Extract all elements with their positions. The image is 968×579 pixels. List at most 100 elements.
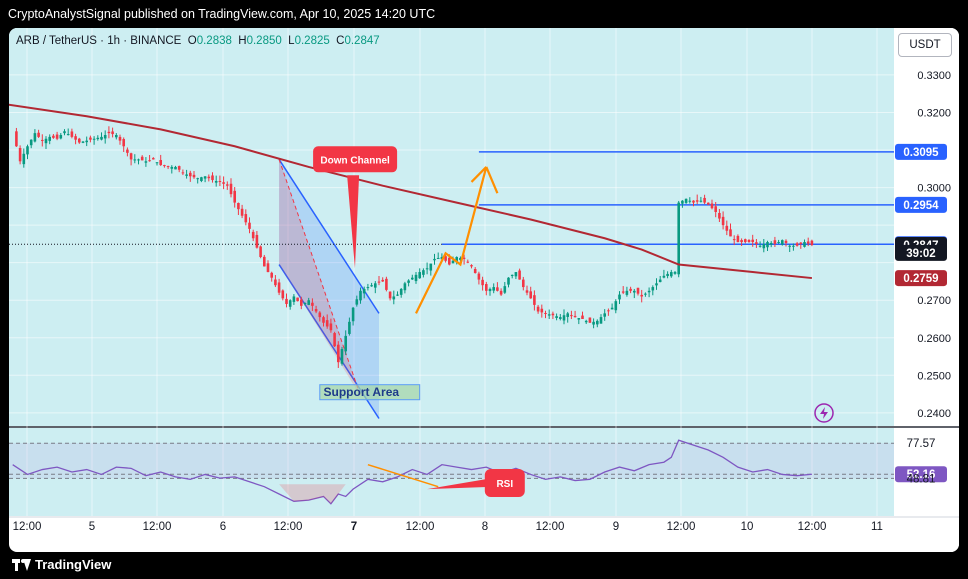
candle-body — [333, 333, 336, 347]
candle-body — [718, 212, 721, 219]
candle-body — [411, 277, 414, 280]
price-label-text: 0.2954 — [903, 200, 939, 212]
down-channel-upper[interactable] — [278, 159, 380, 314]
footer-bar — [0, 552, 968, 579]
candle-body — [795, 243, 799, 246]
candle-body — [636, 287, 640, 294]
rsi-oversold-fill — [279, 484, 346, 504]
candle-body — [788, 245, 791, 247]
candle-body — [488, 288, 492, 292]
candle-body — [507, 277, 510, 285]
candle-body — [688, 200, 692, 202]
tradingview-brand: TradingView — [35, 557, 112, 572]
candle-body — [270, 272, 273, 278]
rsi-line — [12, 439, 812, 505]
candle-body — [577, 318, 581, 320]
rsi-level-label: 52.16 — [907, 469, 936, 481]
candle-body — [174, 166, 177, 170]
candle-body — [466, 261, 470, 263]
candle-body — [744, 239, 747, 243]
symbol-title: ARB / TetherUS — [16, 35, 97, 47]
candle-body — [155, 162, 159, 164]
candle-body — [78, 138, 81, 143]
candle-body — [74, 136, 77, 140]
candle-body — [570, 315, 573, 317]
candle-body — [448, 257, 451, 265]
projection-arrow-path[interactable] — [415, 166, 488, 314]
candle-body — [240, 208, 244, 216]
candle-body — [503, 286, 507, 293]
lightning-icon[interactable] — [814, 403, 834, 423]
rsi-level-label: 48.81 — [907, 473, 936, 485]
candle-body — [362, 288, 366, 294]
timeframe[interactable]: 1h — [107, 35, 120, 47]
candle-body — [540, 308, 544, 313]
y-tick-label: 0.2500 — [917, 370, 951, 382]
support-area-label: Support Area — [324, 385, 400, 399]
candle-body — [429, 263, 433, 271]
candle-body — [544, 312, 547, 314]
candle-body — [481, 279, 484, 286]
candle-body — [359, 290, 362, 301]
down-channel-callout[interactable] — [313, 146, 398, 173]
price-axis-background — [894, 28, 959, 552]
candle-body — [196, 178, 199, 180]
candle-body — [462, 257, 466, 259]
candle-body — [318, 312, 322, 318]
candle-body — [529, 291, 532, 299]
candle-body — [244, 214, 248, 223]
candle-body — [799, 242, 803, 244]
candle-body — [26, 146, 29, 155]
publisher-line: CryptoAnalystSignal published on Trading… — [8, 7, 436, 21]
currency-button[interactable]: USDT — [898, 33, 952, 57]
candle-body — [118, 136, 122, 141]
candle-body — [107, 131, 111, 134]
candle-body — [740, 240, 743, 243]
candle-body — [710, 203, 714, 209]
candle-body — [607, 310, 610, 312]
rsi-callout[interactable] — [484, 469, 525, 497]
candle-body — [189, 172, 192, 177]
candle-body — [692, 200, 695, 203]
tradingview-logo[interactable]: TradingView — [12, 557, 111, 572]
candle-body — [681, 200, 684, 204]
x-tick-label: 7 — [351, 521, 357, 533]
chart-frame[interactable]: 0.3300 0.3200 0.3000 0.2700 0.2600 0.2500 0.24… — [9, 28, 959, 552]
candle-body — [499, 290, 503, 295]
candle-body — [200, 177, 203, 182]
support-area-box[interactable] — [319, 384, 421, 401]
candle-body — [52, 135, 55, 138]
low-value: 0.2825 — [294, 35, 330, 47]
x-tick-label: 9 — [613, 521, 619, 533]
candle-body — [44, 138, 48, 144]
down-channel-fill — [279, 159, 379, 419]
candle-body — [288, 300, 292, 307]
candle-body — [762, 243, 766, 249]
y-tick-label: 0.3300 — [917, 70, 951, 82]
projection-arrow-head2 — [470, 166, 488, 183]
candle-body — [140, 156, 144, 161]
low-label: L — [288, 35, 295, 47]
candle-body — [414, 274, 418, 282]
candle-body — [633, 290, 636, 293]
candle-body — [459, 257, 462, 261]
candle-body — [425, 268, 429, 270]
candle-body — [803, 242, 806, 247]
candle-body — [725, 225, 729, 231]
candle-body — [407, 280, 410, 283]
candle-body — [470, 265, 473, 267]
candle-body — [152, 158, 155, 160]
price-chart[interactable]: 0.3300 0.3200 0.3000 0.2700 0.2600 0.2500 0.24… — [9, 28, 959, 552]
candle-body — [747, 239, 751, 243]
projection-arrow-head — [485, 166, 499, 194]
y-tick-label: 0.3200 — [917, 107, 951, 119]
candle-body — [525, 290, 529, 293]
x-tick-label: 12:00 — [274, 521, 303, 533]
candle-body — [70, 131, 74, 137]
candle-body — [547, 314, 551, 316]
y-tick-label: 0.2700 — [917, 295, 951, 307]
candle-body — [769, 242, 773, 245]
rsi-trendline[interactable] — [367, 463, 439, 488]
candle-body — [584, 320, 588, 323]
candle-body — [355, 299, 359, 305]
